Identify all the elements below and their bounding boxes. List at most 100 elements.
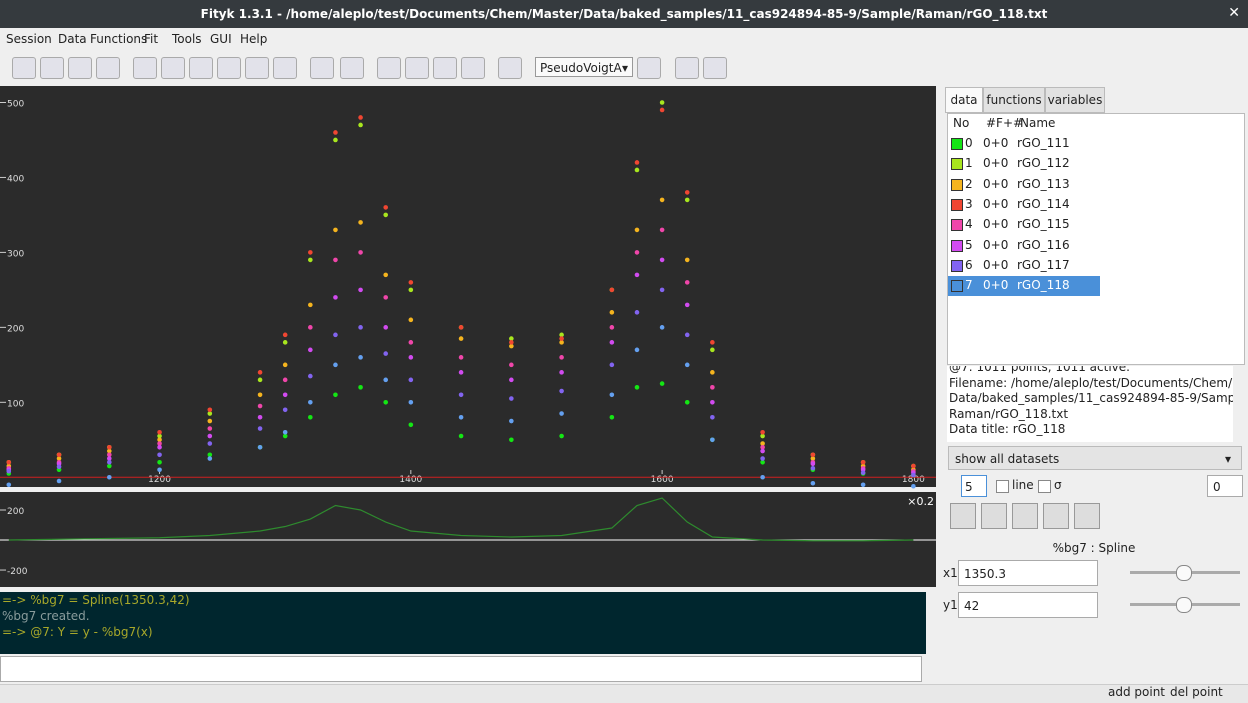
param-value[interactable]: 42: [958, 592, 1098, 618]
tool-icon[interactable]: [310, 57, 334, 79]
data-point: [257, 377, 263, 383]
data-point: [559, 332, 564, 338]
data-point: [684, 280, 690, 285]
tool-icon[interactable]: [498, 57, 522, 79]
btn[interactable]: [1012, 503, 1038, 529]
column-header[interactable]: No: [953, 116, 970, 130]
tool-icon[interactable]: [161, 57, 185, 79]
cell: 0+0: [983, 278, 1009, 293]
slider-knob[interactable]: [1176, 565, 1192, 581]
data-point: [609, 362, 615, 368]
data-point: [308, 257, 313, 263]
show-button[interactable]: show all datasets ▾: [948, 446, 1242, 470]
data-point: [282, 362, 288, 368]
data-point: [509, 336, 514, 341]
data-point: [157, 437, 162, 443]
menu-item[interactable]: Tools: [172, 32, 202, 46]
btn[interactable]: [1074, 503, 1100, 529]
data-point: [659, 381, 665, 386]
data-point: [659, 107, 665, 113]
cell: rGO_114: [1017, 196, 1070, 211]
data-point: [609, 325, 615, 330]
data-point: [659, 100, 665, 105]
tool-icon[interactable]: [273, 57, 297, 79]
data-point: [107, 456, 112, 461]
data-point: [559, 433, 564, 439]
data-point: [56, 464, 62, 470]
tool-icon[interactable]: [433, 57, 457, 79]
data-point: [684, 400, 690, 405]
data-point: [509, 396, 514, 401]
line-check[interactable]: [996, 480, 1009, 493]
tool-icon[interactable]: [245, 57, 269, 79]
residual-plot-bg: [0, 492, 936, 587]
tool-icon[interactable]: [217, 57, 241, 79]
data-point: [710, 400, 715, 405]
tool-icon[interactable]: [405, 57, 429, 79]
y-tick-label: 500: [7, 99, 24, 109]
swatch: [951, 178, 963, 191]
tool-icon[interactable]: [675, 57, 699, 79]
tool-icon[interactable]: [637, 57, 661, 79]
data-point: [107, 463, 112, 469]
plots: 100 200 300 400 500 1200 1400 1600 1800 200 -200 ×0…: [0, 86, 936, 587]
data-point: [634, 250, 640, 255]
menu-item[interactable]: Fit: [144, 32, 159, 46]
menu-item[interactable]: Functions: [90, 32, 148, 46]
data-point: [634, 272, 640, 278]
btn[interactable]: [981, 503, 1007, 529]
annotation: ×0.2: [907, 495, 934, 508]
window-title: Fityk 1.3.1 - /home/aleplo/test/Document…: [200, 7, 1048, 21]
data-point: [107, 474, 112, 480]
menu-item[interactable]: GUI: [210, 32, 232, 46]
combo-text: PseudoVoigtA: [540, 61, 622, 75]
data-point: [710, 414, 715, 420]
swatch: [951, 280, 963, 293]
close[interactable]: ✕: [1228, 5, 1240, 21]
data-point: [333, 332, 338, 338]
tab[interactable]: functions: [983, 87, 1045, 113]
sigma-label: σ: [1054, 478, 1062, 492]
btn[interactable]: [950, 503, 976, 529]
data-point: [659, 287, 665, 293]
arrow: ▾: [1224, 452, 1231, 466]
tool-icon[interactable]: [12, 57, 36, 79]
cell: 2: [965, 176, 973, 191]
menu-item[interactable]: Help: [240, 32, 268, 46]
tool-icon[interactable]: [461, 57, 485, 79]
sigma-check[interactable]: [1038, 480, 1051, 493]
data-point: [157, 433, 162, 439]
tool-icon[interactable]: [68, 57, 92, 79]
function-combo[interactable]: PseudoVoigtA ▾: [535, 57, 633, 77]
tool-icon[interactable]: [340, 57, 364, 79]
column-header[interactable]: #F+#: [986, 116, 1024, 130]
function-label: %bg7 : Spline: [1052, 541, 1136, 555]
data-point: [6, 482, 12, 488]
param-value[interactable]: 1350.3: [958, 560, 1098, 586]
tool-icon[interactable]: [96, 57, 120, 79]
data-point: [207, 456, 213, 461]
data-point: [308, 302, 313, 308]
info: @7: 1011 points, 1011 active. Filename: /…: [947, 366, 1233, 442]
tool-icon[interactable]: [377, 57, 401, 79]
data-point: [408, 377, 414, 383]
input[interactable]: [0, 656, 922, 682]
menu-item[interactable]: Data: [58, 32, 87, 46]
tool-icon[interactable]: [40, 57, 64, 79]
column-header[interactable]: Name: [1020, 116, 1056, 130]
slider-knob[interactable]: [1176, 597, 1192, 613]
tool-icon[interactable]: [189, 57, 213, 79]
tab[interactable]: data: [945, 87, 983, 113]
y-tick-label: 400: [7, 174, 24, 184]
data-point: [157, 444, 162, 450]
size-spin[interactable]: 5: [961, 475, 987, 497]
tab[interactable]: variables: [1045, 87, 1105, 113]
swatch: [951, 239, 963, 252]
y-tick-label: 200: [7, 507, 24, 517]
y-tick-label: -200: [7, 567, 28, 577]
tool-icon[interactable]: [133, 57, 157, 79]
tool-icon[interactable]: [703, 57, 727, 79]
btn[interactable]: [1043, 503, 1069, 529]
shift-spin[interactable]: 0: [1207, 475, 1243, 497]
menu-item[interactable]: Session: [6, 32, 52, 46]
